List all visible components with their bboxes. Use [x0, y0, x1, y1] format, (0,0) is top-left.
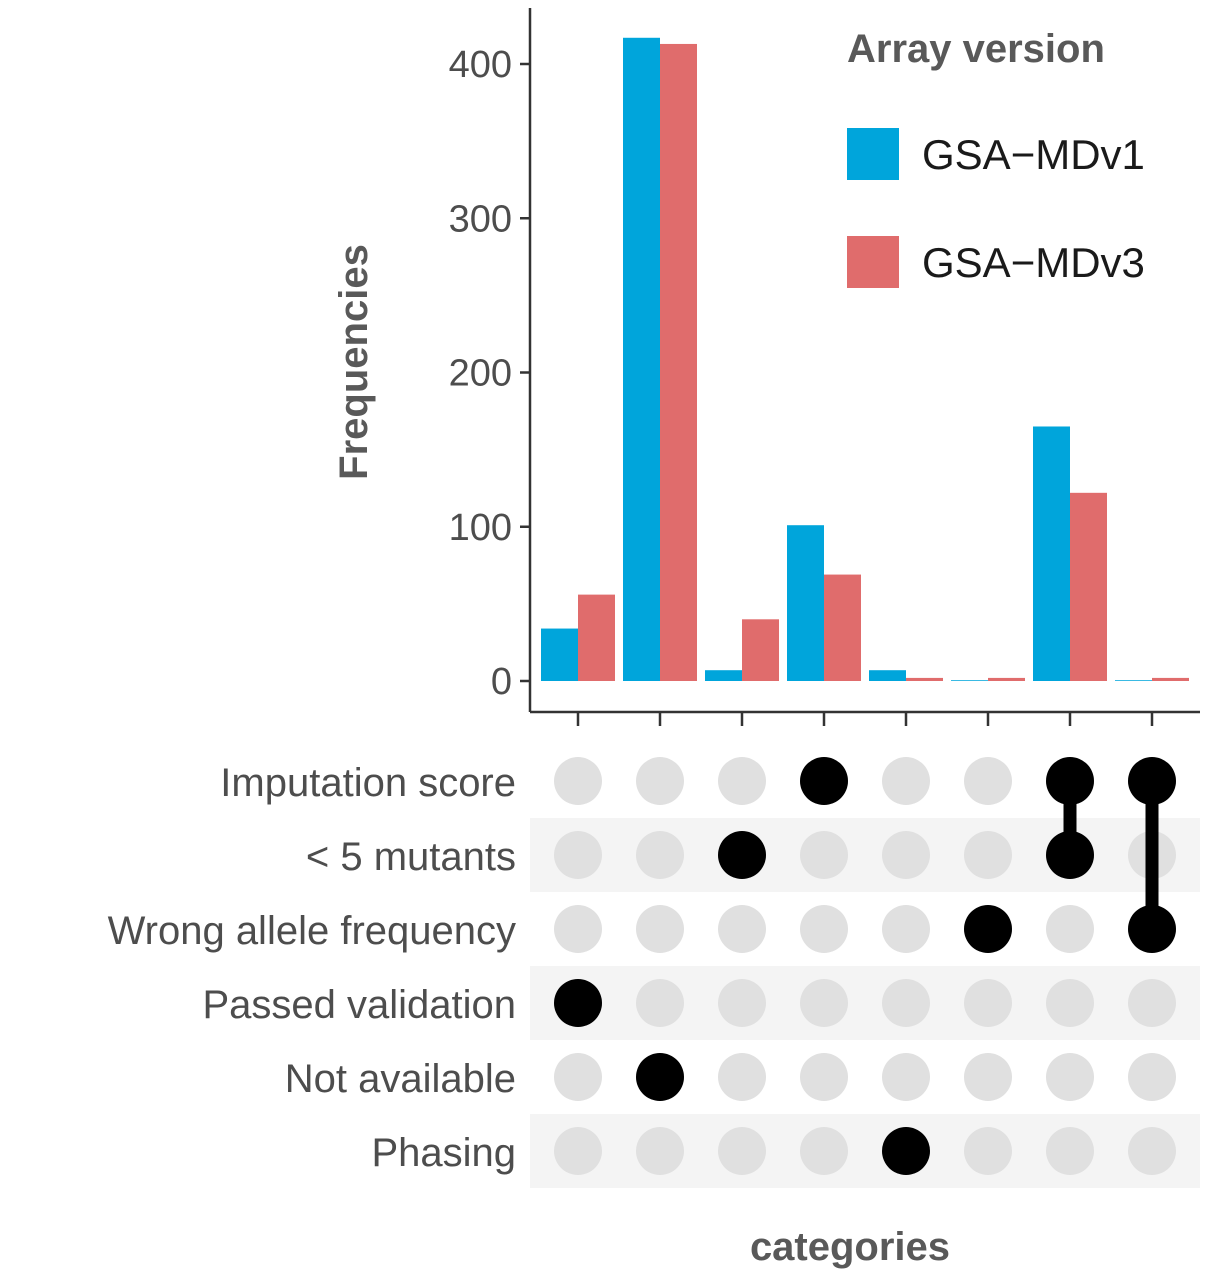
set-label: < 5 mutants: [306, 835, 516, 879]
matrix-dot-filled: [800, 757, 848, 805]
matrix-dot-empty: [718, 757, 766, 805]
matrix-dot-empty: [636, 757, 684, 805]
matrix-row-stripes: [530, 818, 1200, 1188]
bar-gsa-mdv1: [869, 670, 906, 681]
matrix-dot-empty: [554, 905, 602, 953]
set-label: Phasing: [371, 1131, 516, 1175]
axes: 0 100 200 300 400: [449, 8, 1200, 726]
matrix-dot-empty: [636, 905, 684, 953]
row-stripe: [530, 818, 1200, 892]
matrix-dot-empty: [554, 831, 602, 879]
bar-gsa-mdv3: [578, 594, 615, 681]
matrix-dot-empty: [882, 979, 930, 1027]
x-axis-title: categories: [750, 1225, 950, 1269]
matrix-dot-empty: [554, 1127, 602, 1175]
set-label: Passed validation: [202, 983, 516, 1027]
bar-gsa-mdv1: [705, 670, 742, 681]
set-label: Not available: [285, 1057, 516, 1101]
matrix-dot-empty: [800, 1053, 848, 1101]
bar-gsa-mdv1: [951, 680, 988, 681]
matrix-dot-filled: [1046, 831, 1094, 879]
bar-gsa-mdv3: [1070, 492, 1107, 681]
matrix-dot-empty: [718, 1127, 766, 1175]
matrix-dot-empty: [636, 979, 684, 1027]
y-axis-title: Frequencies: [332, 244, 376, 480]
matrix-dot-empty: [1046, 979, 1094, 1027]
bar-gsa-mdv1: [541, 628, 578, 681]
matrix-dot-empty: [1046, 1053, 1094, 1101]
bar-gsa-mdv3: [1152, 677, 1189, 681]
legend-swatch: [847, 236, 899, 288]
matrix-dot-empty: [800, 905, 848, 953]
legend-label: GSA−MDv3: [922, 239, 1145, 286]
bar-gsa-mdv1: [1033, 426, 1070, 681]
set-matrix: Imputation score < 5 mutants Wrong allele …: [108, 757, 1176, 1175]
matrix-dot-empty: [718, 979, 766, 1027]
matrix-dot-empty: [718, 1053, 766, 1101]
matrix-dot-empty: [882, 1053, 930, 1101]
matrix-dot-empty: [1046, 1127, 1094, 1175]
bar-gsa-mdv3: [906, 677, 943, 681]
y-tick-label: 300: [449, 198, 512, 240]
row-stripe: [530, 966, 1200, 1040]
bar-gsa-mdv1: [1115, 680, 1152, 681]
matrix-dot-empty: [636, 831, 684, 879]
bar-gsa-mdv3: [742, 619, 779, 681]
matrix-dot-empty: [800, 979, 848, 1027]
matrix-dot-filled: [1046, 757, 1094, 805]
matrix-dot-empty: [964, 1053, 1012, 1101]
matrix-dot-empty: [882, 905, 930, 953]
legend: GSA−MDv1 GSA−MDv3: [847, 128, 1145, 288]
y-tick-label: 200: [449, 353, 512, 395]
matrix-dot-empty: [1046, 905, 1094, 953]
matrix-dot-empty: [1128, 979, 1176, 1027]
set-label: Imputation score: [220, 761, 516, 805]
matrix-dot-empty: [882, 757, 930, 805]
matrix-dot-empty: [800, 1127, 848, 1175]
matrix-dot-empty: [964, 979, 1012, 1027]
matrix-dot-empty: [636, 1127, 684, 1175]
matrix-dot-empty: [554, 1053, 602, 1101]
legend-swatch: [847, 128, 899, 180]
matrix-dot-empty: [964, 1127, 1012, 1175]
row-stripe: [530, 1114, 1200, 1188]
bar-gsa-mdv1: [787, 525, 824, 681]
bar-layer: [541, 37, 1189, 681]
bar-gsa-mdv3: [824, 574, 861, 681]
legend-title: Array version: [847, 27, 1105, 71]
matrix-dot-empty: [554, 757, 602, 805]
bar-gsa-mdv3: [988, 677, 1025, 681]
matrix-dot-empty: [800, 831, 848, 879]
matrix-dot-filled: [1128, 905, 1176, 953]
matrix-dot-filled: [718, 831, 766, 879]
matrix-dot-empty: [882, 831, 930, 879]
matrix-dot-empty: [964, 757, 1012, 805]
set-label: Wrong allele frequency: [108, 909, 516, 953]
matrix-dot-filled: [1128, 757, 1176, 805]
bar-gsa-mdv1: [623, 37, 660, 681]
matrix-dot-filled: [636, 1053, 684, 1101]
y-tick-label: 100: [449, 507, 512, 549]
y-tick-label: 400: [449, 44, 512, 86]
matrix-dot-empty: [718, 905, 766, 953]
bar-gsa-mdv3: [660, 43, 697, 681]
y-tick-label: 0: [491, 661, 512, 703]
matrix-dot-filled: [882, 1127, 930, 1175]
legend-label: GSA−MDv1: [922, 131, 1145, 178]
matrix-dot-empty: [964, 831, 1012, 879]
matrix-dot-filled: [554, 979, 602, 1027]
matrix-dot-empty: [1128, 1127, 1176, 1175]
matrix-dot-filled: [964, 905, 1012, 953]
matrix-dot-empty: [1128, 1053, 1176, 1101]
